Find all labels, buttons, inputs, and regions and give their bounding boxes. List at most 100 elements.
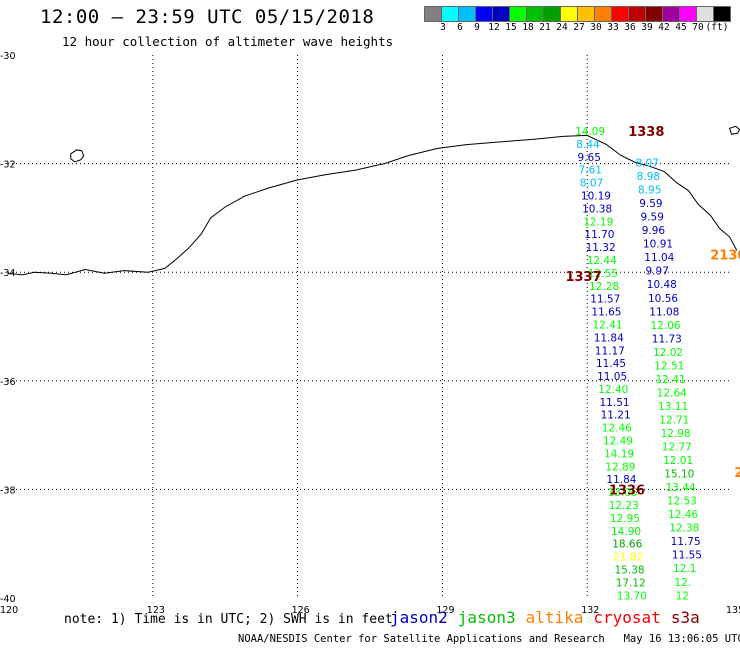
- wave-height-value: 11.65: [591, 307, 621, 319]
- longitude-tick-label: 126: [292, 605, 310, 616]
- legend-item-s3a: s3a: [670, 608, 700, 627]
- wave-height-value: 10.38: [582, 203, 612, 215]
- page-title: 12:00 – 23:59 UTC 05/15/2018: [40, 6, 375, 28]
- wave-height-value: 21.82: [613, 552, 643, 564]
- wave-height-value: 12.53: [667, 496, 697, 508]
- color-scale-label: 27: [573, 22, 585, 33]
- longitude-tick-label: 132: [581, 605, 599, 616]
- color-scale-bar: [424, 6, 731, 22]
- wave-height-value: 11.45: [596, 358, 626, 370]
- wave-height-value: 10.48: [647, 279, 677, 291]
- wave-height-value: 12.: [674, 577, 691, 589]
- wave-height-value: 12.49: [603, 436, 633, 448]
- island-outline: [70, 149, 85, 163]
- color-scale-label: 33: [607, 22, 619, 33]
- wave-height-value: 8.44: [576, 139, 600, 151]
- wave-height-value: 9.59: [641, 212, 664, 224]
- wave-height-value: 12.01: [663, 455, 693, 467]
- wave-height-value: 12: [676, 590, 689, 602]
- coastline: [7, 134, 738, 276]
- legend-item-altika: altika: [525, 608, 584, 627]
- color-scale-label: 15: [505, 22, 517, 33]
- color-scale-label: 24: [556, 22, 568, 33]
- wave-height-value: 9.59: [639, 198, 662, 210]
- wave-height-value: 11.55: [672, 550, 702, 562]
- wave-height-value: 15.10: [664, 469, 694, 481]
- wave-height-value: 12.23: [609, 500, 639, 512]
- wave-height-value: 17.12: [616, 577, 646, 589]
- latitude-tick-label: -32: [0, 160, 16, 171]
- wave-height-value: 12.1: [673, 563, 696, 575]
- wave-height-value: 12.55: [588, 268, 618, 280]
- pass-time-label: 21: [734, 466, 740, 481]
- pass-time-label: 1338: [628, 125, 664, 140]
- pass-time-label: 2130: [710, 248, 740, 263]
- wave-height-value: 12.41: [656, 374, 686, 386]
- legend-item-cryosat: cryosat: [593, 608, 661, 627]
- pass-time-label: 1337: [565, 270, 601, 285]
- color-scale-label: 12: [488, 22, 500, 33]
- wave-height-value: 18.66: [612, 539, 642, 551]
- wave-height-value: 11.04: [644, 252, 674, 264]
- wave-height-value: 10.19: [581, 191, 611, 203]
- wave-height-value: 12.38: [669, 523, 699, 535]
- legend-item-jason3: jason3: [457, 608, 516, 627]
- wave-height-value: 12.77: [662, 442, 692, 454]
- wave-height-value: 10.56: [648, 293, 678, 305]
- color-scale-label: 3: [440, 22, 446, 33]
- color-scale-label: 45: [675, 22, 687, 33]
- wave-height-value: 12.02: [653, 347, 683, 359]
- wave-height-value: 12.98: [661, 428, 691, 440]
- wave-height-value: 8.07: [636, 158, 659, 170]
- wave-height-value: 11.73: [652, 333, 682, 345]
- wave-height-value: 8.07: [580, 178, 603, 190]
- wave-height-value: 9.96: [642, 225, 666, 237]
- color-scale-unit: (ft): [705, 22, 729, 33]
- wave-height-value: 11.75: [671, 536, 701, 548]
- wave-height-value: 11.08: [649, 306, 679, 318]
- wave-height-value: 12.19: [583, 216, 613, 228]
- latitude-tick-label: -40: [0, 594, 16, 605]
- satellite-legend: jason2 jason3 altika cryosat s3a: [390, 608, 710, 627]
- wave-height-value: 13.44: [666, 482, 696, 494]
- wave-height-value: 11.05: [597, 371, 627, 383]
- wave-height-value: 12.71: [659, 415, 689, 427]
- wave-height-value: 11.51: [600, 397, 630, 409]
- color-scale-label: 36: [624, 22, 636, 33]
- wave-height-value: 14.09: [575, 126, 605, 138]
- wave-height-value: 11.32: [586, 242, 616, 254]
- wave-height-value: 15.38: [615, 565, 645, 577]
- wave-height-value: 13.11: [658, 401, 688, 413]
- latitude-tick-label: -30: [0, 51, 16, 62]
- longitude-tick-label: 129: [436, 605, 454, 616]
- color-scale-label: 39: [641, 22, 653, 33]
- wave-height-value: 11.57: [590, 294, 620, 306]
- wave-height-value: 9.65: [578, 152, 601, 164]
- wave-height-value: 10.91: [643, 239, 673, 251]
- wave-height-value: 12.46: [668, 509, 698, 521]
- wave-height-value: 11.84: [606, 474, 636, 486]
- longitude-tick-label: 120: [0, 605, 18, 616]
- latitude-tick-label: -38: [0, 485, 16, 496]
- wave-height-value: 12.46: [602, 423, 632, 435]
- wave-height-value: 12.51: [654, 360, 684, 372]
- wave-height-value: 12.95: [610, 513, 640, 525]
- wave-height-value: 14.19: [604, 448, 634, 460]
- longitude-tick-label: 123: [147, 605, 165, 616]
- credit-line: NOAA/NESDIS Center for Satellite Applica…: [238, 633, 740, 645]
- color-scale-label: 18: [522, 22, 534, 33]
- wave-height-value: 9.97: [646, 266, 669, 278]
- wave-height-value: 11.84: [594, 332, 624, 344]
- wave-height-value: 13.70: [617, 590, 647, 602]
- longitude-tick-label: 135: [726, 605, 740, 616]
- color-scale-label: 42: [658, 22, 670, 33]
- color-scale-label: 21: [539, 22, 551, 33]
- wave-height-value: 8.98: [637, 171, 660, 183]
- wave-height-value: 12.40: [598, 384, 628, 396]
- color-scale-label: 70: [692, 22, 704, 33]
- footnote: note: 1) Time is in UTC; 2) SWH is in fe…: [64, 612, 393, 627]
- page-subtitle: 12 hour collection of altimeter wave hei…: [62, 34, 394, 49]
- color-scale-label: 6: [457, 22, 463, 33]
- legend-item-jason2: jason2: [390, 608, 448, 627]
